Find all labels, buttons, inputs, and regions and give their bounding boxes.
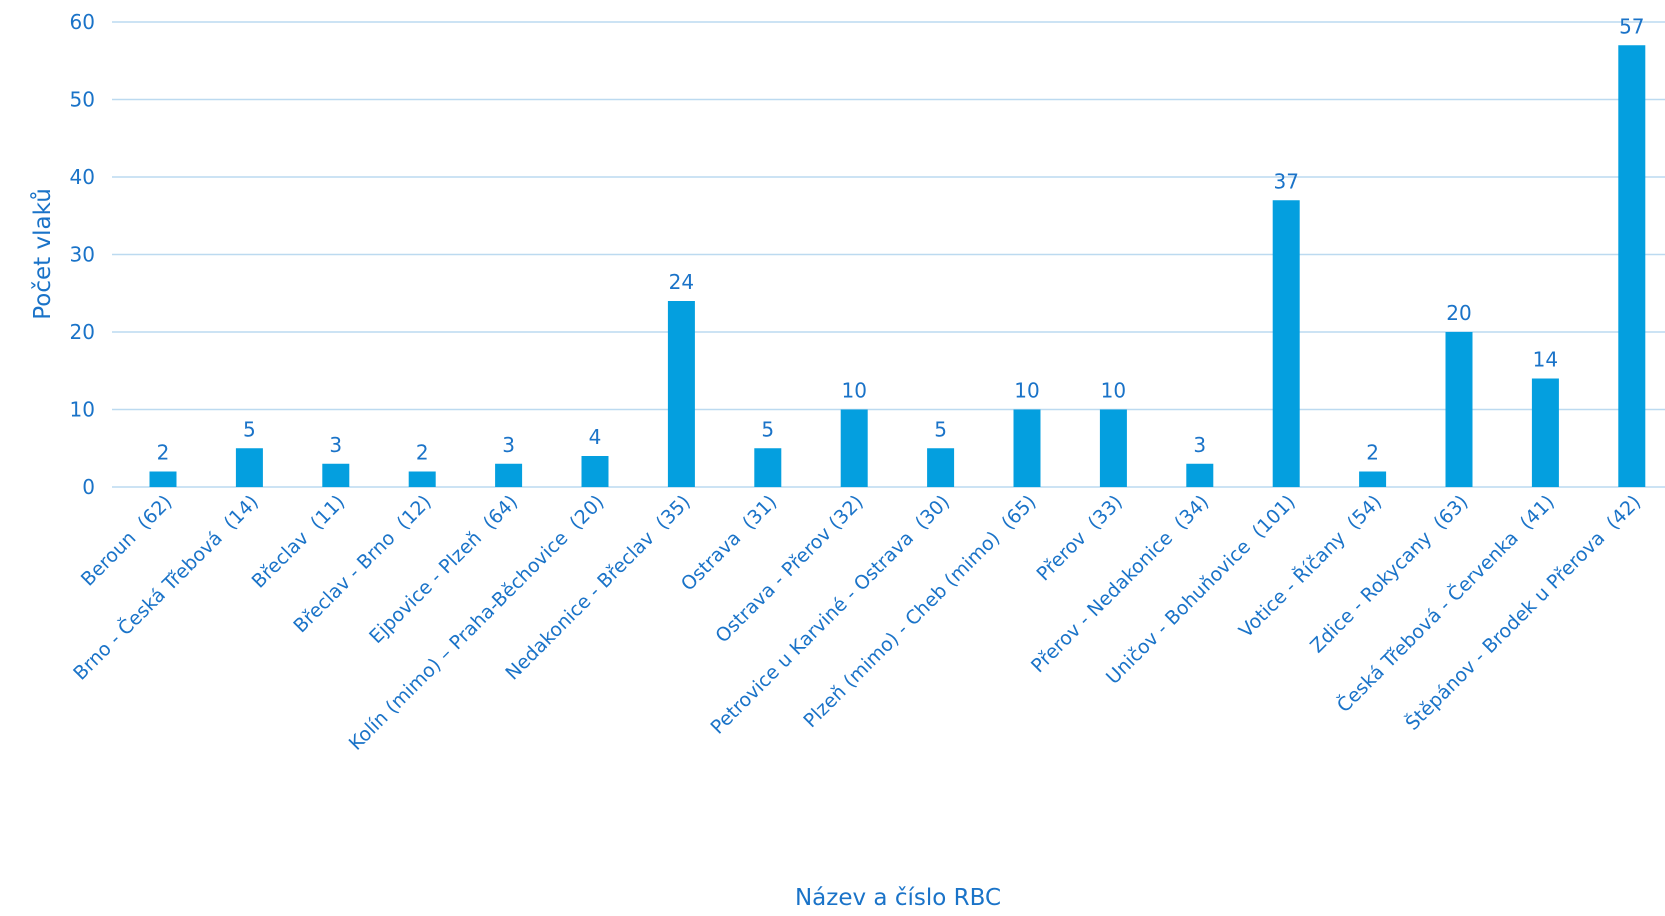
y-tick-label: 40	[70, 165, 95, 189]
data-label: 10	[841, 379, 866, 403]
data-label: 4	[589, 425, 602, 449]
y-tick-label: 10	[70, 398, 95, 422]
y-tick-label: 50	[70, 88, 95, 112]
bar	[667, 301, 695, 487]
bar	[1186, 463, 1214, 487]
x-tick-label: Brno - Česká Třebová (14)	[68, 490, 263, 685]
bar	[1445, 332, 1473, 487]
data-label: 10	[1014, 379, 1039, 403]
bar	[408, 471, 436, 487]
y-axis-title: Počet vlaků	[29, 188, 56, 320]
data-label: 14	[1533, 348, 1558, 372]
bar	[149, 471, 177, 487]
y-tick-label: 30	[70, 243, 95, 267]
data-label: 2	[1366, 441, 1379, 465]
data-label: 57	[1619, 14, 1644, 38]
bar	[1099, 409, 1127, 487]
data-label: 10	[1101, 379, 1126, 403]
data-label: 3	[329, 433, 342, 457]
x-tick-label: Zdice - Rokycany (63)	[1306, 491, 1472, 657]
data-label: 2	[157, 441, 170, 465]
data-labels: 2 5 3 2 3 4 24 5 10 5 10 10 3 37 2 20 14 57	[157, 14, 1645, 464]
bar	[1618, 45, 1646, 487]
grid-layer	[112, 21, 1665, 488]
bar	[1359, 471, 1387, 487]
data-label: 20	[1446, 301, 1471, 325]
y-tick-label: 60	[70, 10, 95, 34]
data-label: 3	[1193, 433, 1206, 457]
data-label: 3	[502, 433, 515, 457]
bar	[495, 463, 523, 487]
x-tick-label: Ejpovice - Plzeň (64)	[365, 491, 522, 648]
data-label: 2	[416, 441, 429, 465]
bar	[581, 456, 609, 487]
x-axis-title: Název a číslo RBC	[795, 885, 1001, 911]
x-tick-label: Přerov - Nedakonice (34)	[1027, 491, 1213, 677]
data-label: 37	[1273, 169, 1298, 193]
bar	[1013, 409, 1041, 487]
bar	[322, 463, 350, 487]
x-tick-label: Uničov - Bohuňovice (101)	[1102, 491, 1300, 689]
bar	[1531, 378, 1559, 487]
bar	[754, 448, 782, 487]
data-label: 24	[669, 270, 694, 294]
x-tick-label: Nedakonice - Břeclav (35)	[501, 491, 695, 685]
data-label: 5	[934, 417, 947, 441]
bar	[840, 409, 868, 487]
x-tick-label: Votice - Říčany (54)	[1234, 490, 1386, 642]
x-axis-ticks: Beroun (62)Brno - Česká Třebová (14)Břec…	[68, 490, 1645, 755]
bar	[235, 448, 263, 487]
y-tick-label: 0	[82, 475, 95, 499]
bar	[927, 448, 955, 487]
data-label: 5	[761, 417, 774, 441]
y-tick-label: 20	[70, 320, 95, 344]
y-axis-ticks: 0 10 20 30 40 50 60	[70, 10, 95, 499]
x-tick-label: Ostrava - Přerov (32)	[711, 491, 867, 647]
bars	[149, 45, 1646, 487]
x-tick-label: Přerov (33)	[1032, 491, 1126, 585]
bar	[1272, 200, 1300, 487]
data-label: 5	[243, 417, 256, 441]
